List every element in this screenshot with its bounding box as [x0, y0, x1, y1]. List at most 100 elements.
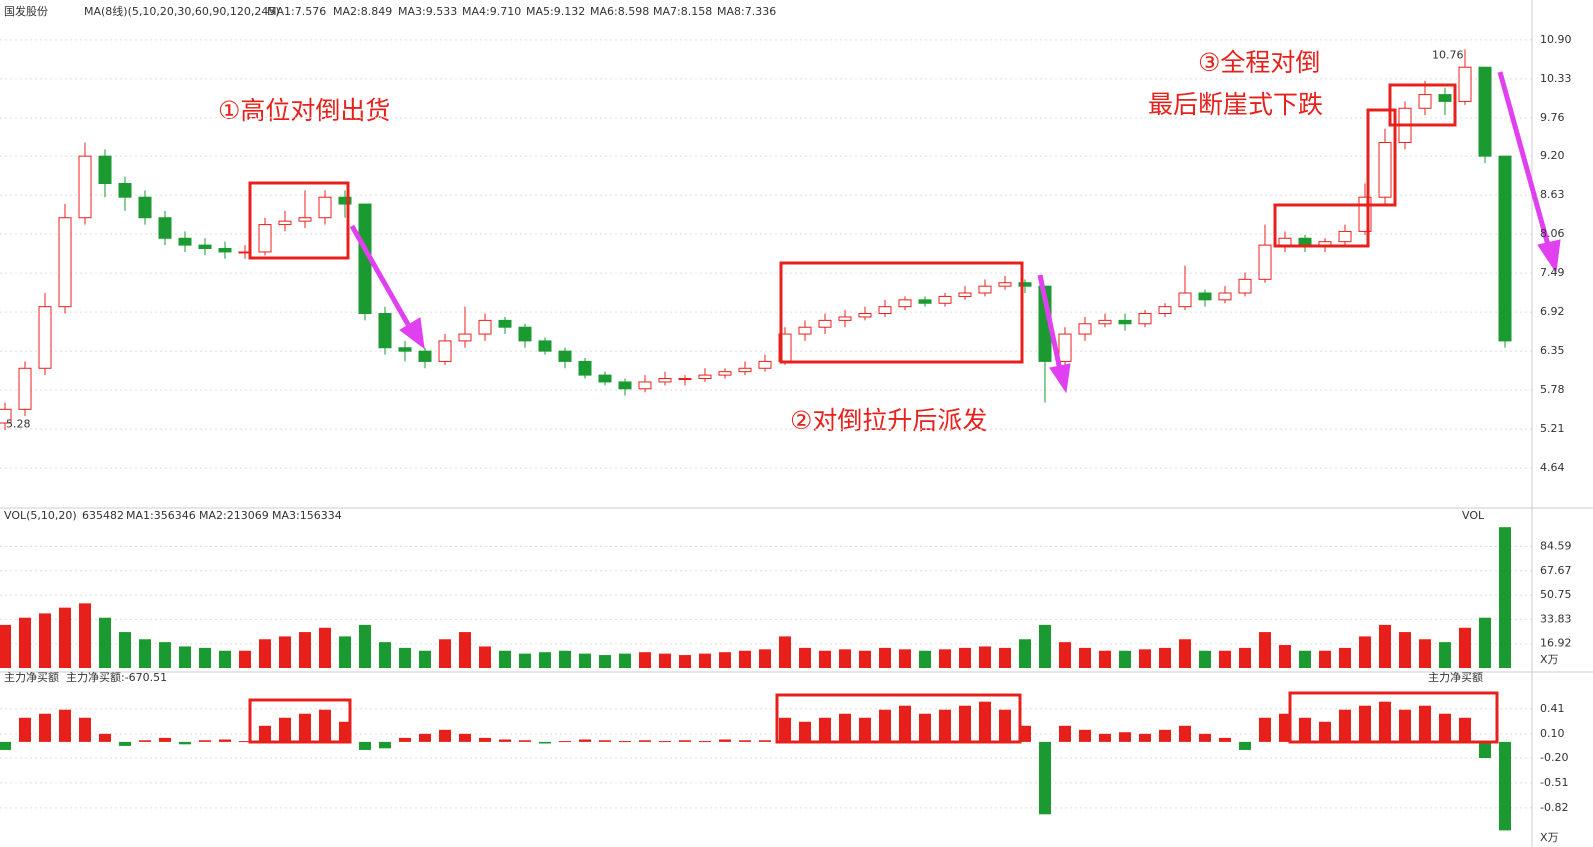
- bar: [919, 713, 931, 742]
- bar: [1199, 733, 1211, 742]
- bar: [479, 737, 491, 742]
- bar: [1199, 650, 1211, 668]
- annotation: ①高位对倒出货: [218, 96, 390, 125]
- bar: [1479, 617, 1491, 668]
- bar: [1399, 632, 1411, 668]
- vol-unit: X万: [1540, 653, 1559, 666]
- bar: [559, 741, 571, 743]
- arrow-head: [1537, 239, 1561, 274]
- candle-body: [798, 326, 812, 335]
- bar: [259, 639, 271, 668]
- bar: [859, 650, 871, 668]
- y-tick-label: 0.10: [1540, 727, 1565, 740]
- candle-body: [0, 408, 12, 424]
- bar: [1299, 717, 1311, 742]
- candle-body: [1078, 323, 1092, 335]
- bar: [619, 741, 631, 743]
- annotation: 最后断崖式下跌: [1148, 90, 1323, 119]
- bar: [1279, 645, 1291, 668]
- bar: [939, 709, 951, 742]
- y-tick-label: 9.76: [1540, 111, 1565, 124]
- bar: [1279, 713, 1291, 742]
- bar: [419, 733, 431, 742]
- bar: [1179, 725, 1191, 742]
- bar: [539, 652, 551, 668]
- bar: [1099, 733, 1111, 742]
- bar: [1299, 650, 1311, 668]
- legend-item: MA3:9.533: [398, 5, 457, 18]
- candle-body: [898, 299, 912, 308]
- bar: [639, 652, 651, 668]
- candle-body: [298, 217, 312, 222]
- candle-body: [1418, 94, 1432, 109]
- candle-body: [38, 306, 52, 369]
- arrow: [349, 224, 413, 330]
- bar: [719, 739, 731, 742]
- candle-body: [1478, 66, 1492, 157]
- bar: [1379, 701, 1391, 742]
- bar: [119, 632, 131, 668]
- bar: [399, 737, 411, 742]
- bar: [1359, 636, 1371, 668]
- candle-body: [1458, 66, 1472, 102]
- candle-body: [918, 299, 932, 304]
- bar: [1479, 741, 1491, 758]
- candle-body: [158, 217, 172, 239]
- price-label: 5.28: [6, 417, 31, 430]
- netbuy-title: 主力净买额: [4, 670, 59, 684]
- candle-body: [1158, 306, 1172, 315]
- candle-body: [398, 347, 412, 352]
- bar: [1499, 741, 1511, 831]
- candle-body: [1278, 237, 1292, 246]
- bar: [979, 701, 991, 742]
- bar: [1239, 741, 1251, 750]
- candle-body: [878, 306, 892, 315]
- bar: [1459, 627, 1471, 668]
- bar: [559, 650, 571, 668]
- bar: [1499, 527, 1511, 668]
- bar: [1019, 725, 1031, 742]
- bar: [959, 705, 971, 742]
- box: [1273, 203, 1370, 248]
- bar: [1159, 647, 1171, 668]
- candle-body: [78, 155, 92, 219]
- legend-item: MA7:8.158: [653, 5, 712, 18]
- bar: [499, 739, 511, 742]
- bar: [959, 647, 971, 668]
- vol-latest: 635482: [82, 509, 124, 522]
- bar: [379, 741, 391, 749]
- netbuy-unit: X万: [1540, 831, 1559, 844]
- bar: [1139, 649, 1151, 668]
- bar: [1259, 717, 1271, 742]
- marks: [0, 39, 1532, 831]
- bar: [199, 647, 211, 668]
- candle-body: [718, 371, 732, 376]
- box: [1388, 83, 1457, 127]
- bar: [539, 741, 551, 744]
- bar: [0, 624, 11, 668]
- bar: [99, 733, 111, 742]
- candle-body: [198, 244, 212, 250]
- candle-body: [1218, 292, 1232, 301]
- bar: [999, 647, 1011, 668]
- y-tick-label: 6.35: [1540, 344, 1565, 357]
- y-tick-label: 9.20: [1540, 149, 1565, 162]
- bar: [1439, 642, 1451, 668]
- bar: [259, 725, 271, 742]
- bar: [659, 741, 671, 743]
- candle-body: [938, 295, 952, 304]
- bar: [319, 627, 331, 668]
- bar: [979, 646, 991, 668]
- candle-body: [698, 374, 712, 380]
- bar: [619, 653, 631, 668]
- candle-body: [1118, 319, 1132, 325]
- bar: [519, 740, 531, 742]
- candle-body: [178, 237, 192, 246]
- annotation: ③全程对倒: [1198, 48, 1320, 77]
- bar: [699, 653, 711, 668]
- bar: [939, 649, 951, 668]
- candle-body: [98, 155, 112, 185]
- vol-title: VOL(5,10,20): [4, 509, 77, 522]
- y-tick-label: 16.92: [1540, 637, 1572, 650]
